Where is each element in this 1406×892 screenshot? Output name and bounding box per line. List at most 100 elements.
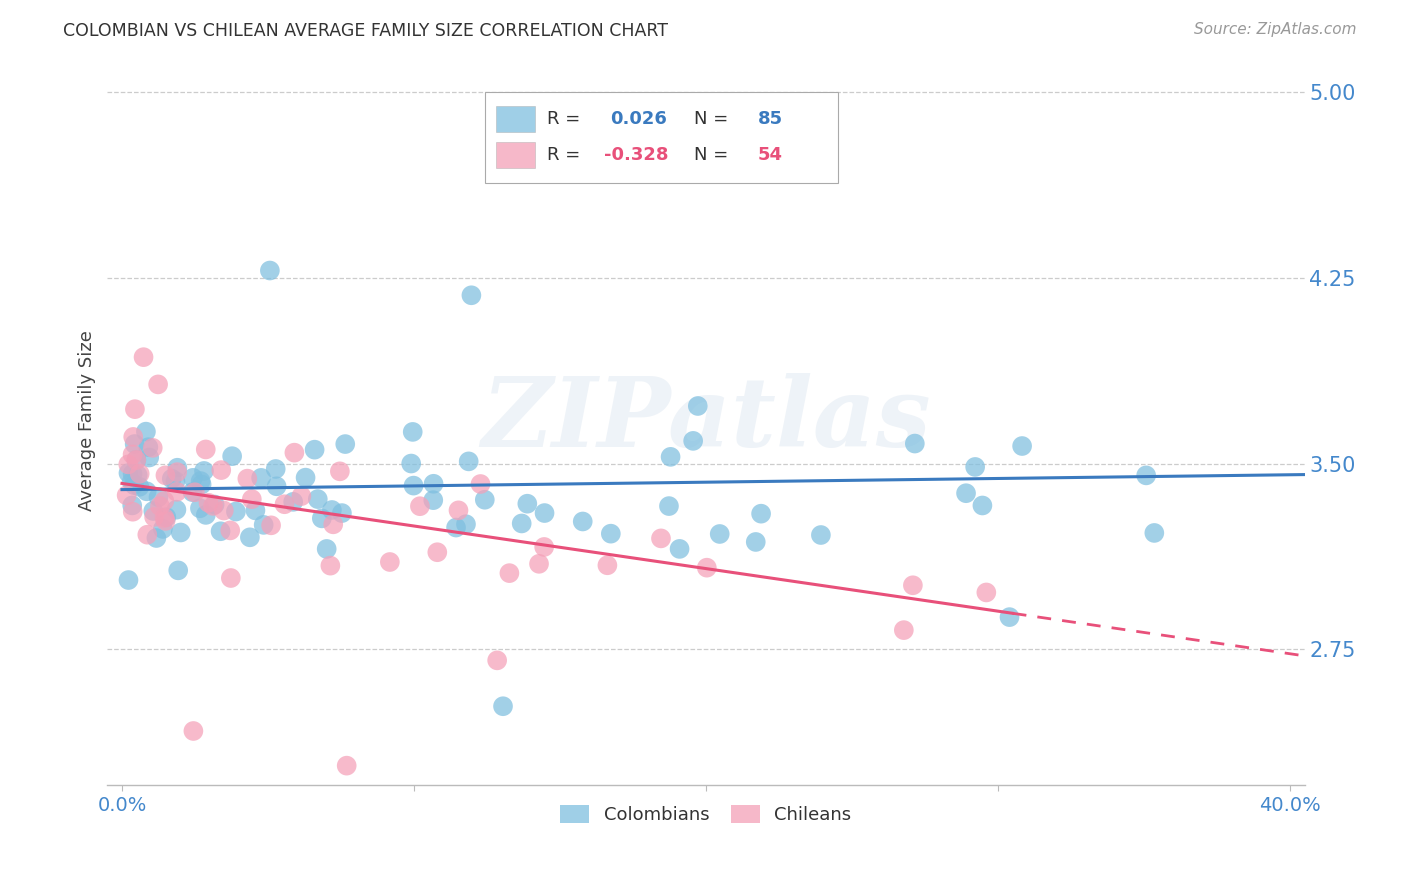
Text: 85: 85 <box>758 110 783 128</box>
Point <box>142 441 165 455</box>
Point <box>121 499 143 513</box>
Point <box>810 528 832 542</box>
Point <box>264 462 287 476</box>
Point <box>444 520 467 534</box>
Point <box>202 499 225 513</box>
Point <box>117 466 139 480</box>
Point <box>527 557 550 571</box>
Point <box>447 503 470 517</box>
Legend: Colombians, Chileans: Colombians, Chileans <box>553 798 859 831</box>
Text: COLOMBIAN VS CHILEAN AVERAGE FAMILY SIZE CORRELATION CHART: COLOMBIAN VS CHILEAN AVERAGE FAMILY SIZE… <box>63 22 668 40</box>
Point <box>904 436 927 450</box>
Point <box>197 496 219 510</box>
Point <box>335 437 357 451</box>
Point <box>155 510 177 524</box>
Point <box>219 524 242 538</box>
Text: Source: ZipAtlas.com: Source: ZipAtlas.com <box>1194 22 1357 37</box>
Point <box>190 477 212 491</box>
Point <box>121 475 143 489</box>
Point <box>204 498 226 512</box>
Point <box>426 545 449 559</box>
Point <box>259 263 281 277</box>
Point <box>290 489 312 503</box>
Point <box>122 430 145 444</box>
Point <box>128 480 150 494</box>
Text: ZIPatlas: ZIPatlas <box>481 373 931 467</box>
Point <box>167 563 190 577</box>
Point <box>319 558 342 573</box>
Point <box>153 511 176 525</box>
Point <box>1135 468 1157 483</box>
Point <box>893 623 915 637</box>
Point <box>142 504 165 518</box>
Point <box>402 478 425 492</box>
Point <box>336 758 359 772</box>
Point <box>321 503 343 517</box>
Point <box>138 450 160 465</box>
Point <box>1011 439 1033 453</box>
Point <box>160 472 183 486</box>
Point <box>124 402 146 417</box>
Point <box>143 510 166 524</box>
Point <box>152 522 174 536</box>
Text: 54: 54 <box>758 146 783 164</box>
Point <box>166 465 188 479</box>
Point <box>209 463 232 477</box>
Text: N =: N = <box>695 110 728 128</box>
Point <box>965 459 987 474</box>
Point <box>492 699 515 714</box>
Point <box>146 377 169 392</box>
Text: 0.026: 0.026 <box>610 110 666 128</box>
Text: N =: N = <box>695 146 728 164</box>
Text: R =: R = <box>547 110 581 128</box>
Point <box>498 566 520 581</box>
Point <box>148 490 170 504</box>
Point <box>745 535 768 549</box>
Text: R =: R = <box>547 146 581 164</box>
Point <box>221 449 243 463</box>
Point <box>212 503 235 517</box>
Point <box>596 558 619 573</box>
Text: -0.328: -0.328 <box>605 146 669 164</box>
Point <box>510 516 533 531</box>
Point <box>239 530 262 544</box>
Point <box>460 288 482 302</box>
FancyBboxPatch shape <box>496 142 534 169</box>
Point <box>184 485 207 500</box>
Point <box>121 467 143 481</box>
Point <box>533 540 555 554</box>
Point <box>955 486 977 500</box>
Point <box>153 494 176 508</box>
Point <box>901 578 924 592</box>
Point <box>976 585 998 599</box>
Point <box>322 517 344 532</box>
Point <box>709 527 731 541</box>
Point <box>209 524 232 539</box>
Point <box>236 472 259 486</box>
Point <box>166 484 188 499</box>
Point <box>181 485 204 500</box>
Point <box>219 571 242 585</box>
Point <box>135 425 157 439</box>
Point <box>311 511 333 525</box>
Point <box>422 493 444 508</box>
Point <box>127 468 149 483</box>
Point <box>315 541 337 556</box>
FancyBboxPatch shape <box>485 92 838 183</box>
Point <box>121 505 143 519</box>
Point <box>121 447 143 461</box>
Point <box>294 470 316 484</box>
Point <box>696 560 718 574</box>
Point <box>402 425 425 439</box>
Point <box>128 467 150 481</box>
Point <box>457 454 479 468</box>
Point <box>188 501 211 516</box>
Point <box>470 477 492 491</box>
Point <box>155 514 177 528</box>
Point <box>145 531 167 545</box>
Point <box>454 517 477 532</box>
Point <box>225 504 247 518</box>
Point <box>183 723 205 738</box>
Point <box>125 452 148 467</box>
Point <box>659 450 682 464</box>
